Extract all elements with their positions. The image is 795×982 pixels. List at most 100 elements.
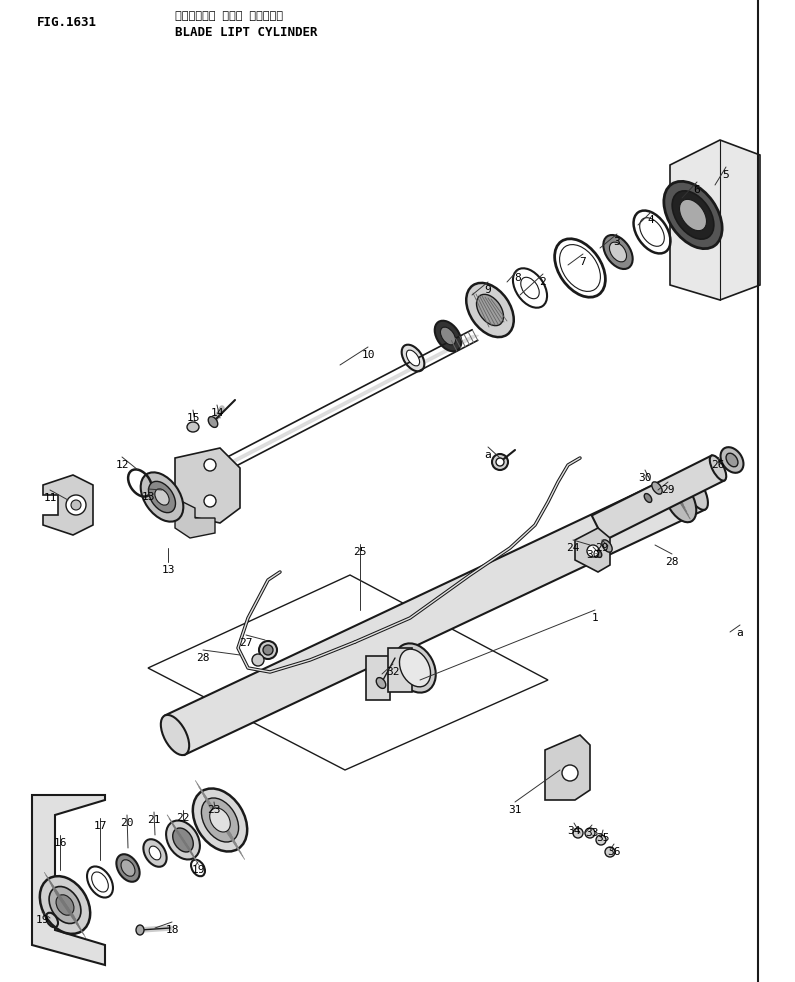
Text: 3: 3 bbox=[614, 237, 620, 247]
Ellipse shape bbox=[394, 643, 436, 692]
Polygon shape bbox=[591, 456, 724, 540]
Text: 35: 35 bbox=[596, 833, 610, 843]
Circle shape bbox=[492, 454, 508, 470]
Ellipse shape bbox=[664, 182, 722, 248]
Text: 19: 19 bbox=[35, 915, 48, 925]
Ellipse shape bbox=[210, 808, 231, 832]
Text: a: a bbox=[485, 450, 491, 460]
Text: 28: 28 bbox=[196, 653, 210, 663]
Text: BLADE LIPT CYLINDER: BLADE LIPT CYLINDER bbox=[175, 26, 317, 38]
Ellipse shape bbox=[710, 456, 726, 480]
Text: 27: 27 bbox=[239, 638, 253, 648]
Ellipse shape bbox=[161, 715, 189, 755]
Ellipse shape bbox=[610, 243, 626, 262]
Text: 13: 13 bbox=[142, 492, 155, 502]
Text: 8: 8 bbox=[514, 273, 522, 283]
Circle shape bbox=[204, 495, 216, 507]
Ellipse shape bbox=[440, 327, 456, 345]
Ellipse shape bbox=[136, 925, 144, 935]
Ellipse shape bbox=[682, 470, 708, 510]
Ellipse shape bbox=[673, 191, 714, 240]
Ellipse shape bbox=[603, 235, 633, 269]
Text: 6: 6 bbox=[693, 185, 700, 195]
Text: 1: 1 bbox=[591, 613, 599, 623]
Ellipse shape bbox=[476, 295, 503, 326]
Text: 19: 19 bbox=[192, 865, 205, 875]
Text: 9: 9 bbox=[485, 285, 491, 295]
Ellipse shape bbox=[259, 641, 277, 659]
Text: 28: 28 bbox=[665, 557, 679, 567]
Text: 5: 5 bbox=[723, 170, 729, 180]
Ellipse shape bbox=[435, 321, 461, 352]
Polygon shape bbox=[388, 648, 412, 692]
Text: 36: 36 bbox=[607, 847, 621, 857]
Text: 30: 30 bbox=[586, 550, 599, 560]
Ellipse shape bbox=[263, 645, 273, 655]
Ellipse shape bbox=[121, 859, 135, 876]
Ellipse shape bbox=[376, 678, 386, 688]
Text: 13: 13 bbox=[161, 565, 175, 575]
Polygon shape bbox=[165, 470, 704, 755]
Ellipse shape bbox=[594, 549, 602, 558]
Circle shape bbox=[562, 765, 578, 781]
Circle shape bbox=[66, 495, 86, 515]
Circle shape bbox=[71, 500, 81, 510]
Ellipse shape bbox=[208, 416, 218, 427]
Ellipse shape bbox=[252, 654, 264, 666]
Circle shape bbox=[587, 545, 599, 557]
Text: 2: 2 bbox=[540, 277, 546, 287]
Ellipse shape bbox=[143, 840, 167, 867]
Ellipse shape bbox=[466, 283, 514, 337]
Polygon shape bbox=[670, 140, 760, 300]
Ellipse shape bbox=[116, 854, 140, 882]
Ellipse shape bbox=[726, 454, 738, 466]
Text: 31: 31 bbox=[508, 805, 522, 815]
Ellipse shape bbox=[680, 199, 707, 231]
Polygon shape bbox=[575, 528, 610, 572]
Polygon shape bbox=[43, 475, 93, 535]
Ellipse shape bbox=[399, 649, 431, 686]
Ellipse shape bbox=[149, 846, 161, 860]
Text: 34: 34 bbox=[568, 826, 581, 836]
Polygon shape bbox=[175, 448, 240, 523]
Ellipse shape bbox=[56, 895, 74, 915]
Text: 26: 26 bbox=[712, 460, 725, 470]
Text: 23: 23 bbox=[207, 805, 221, 815]
Text: 15: 15 bbox=[186, 413, 200, 423]
Ellipse shape bbox=[644, 494, 652, 503]
Text: 12: 12 bbox=[115, 460, 129, 470]
Polygon shape bbox=[545, 735, 590, 800]
Ellipse shape bbox=[173, 828, 193, 852]
Circle shape bbox=[596, 835, 606, 845]
Ellipse shape bbox=[166, 821, 200, 859]
Ellipse shape bbox=[155, 489, 169, 505]
Text: 20: 20 bbox=[120, 818, 134, 828]
Circle shape bbox=[605, 847, 615, 857]
Text: 16: 16 bbox=[53, 838, 67, 848]
Text: 10: 10 bbox=[361, 350, 374, 360]
Text: 14: 14 bbox=[210, 408, 223, 418]
Ellipse shape bbox=[664, 478, 696, 522]
Ellipse shape bbox=[720, 447, 743, 472]
Ellipse shape bbox=[406, 351, 420, 366]
Polygon shape bbox=[366, 656, 390, 700]
Text: ブ゚レート゚ リフト シリンダ゚: ブ゚レート゚ リフト シリンダ゚ bbox=[175, 11, 283, 21]
Ellipse shape bbox=[187, 422, 199, 432]
Text: 24: 24 bbox=[566, 543, 580, 553]
Text: FIG.1631: FIG.1631 bbox=[37, 16, 97, 28]
Polygon shape bbox=[175, 498, 215, 538]
Text: 18: 18 bbox=[165, 925, 179, 935]
Text: 30: 30 bbox=[638, 473, 652, 483]
Ellipse shape bbox=[40, 876, 90, 934]
Circle shape bbox=[204, 459, 216, 471]
Ellipse shape bbox=[193, 789, 247, 851]
Text: 7: 7 bbox=[580, 257, 587, 267]
Text: 29: 29 bbox=[595, 543, 609, 553]
Text: 22: 22 bbox=[176, 813, 190, 823]
Ellipse shape bbox=[401, 345, 425, 371]
Text: 17: 17 bbox=[93, 821, 107, 831]
Ellipse shape bbox=[149, 481, 176, 513]
Ellipse shape bbox=[201, 798, 238, 842]
Ellipse shape bbox=[602, 540, 612, 552]
Text: 11: 11 bbox=[43, 493, 56, 503]
